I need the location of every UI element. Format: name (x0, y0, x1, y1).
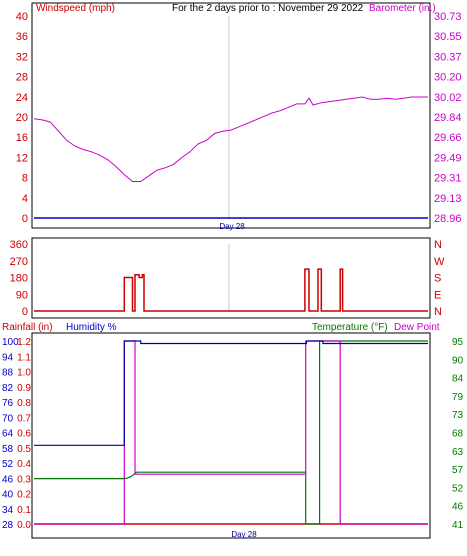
rainfall-tick-label: 0.6 (17, 429, 31, 440)
barometer-line (33, 96, 428, 182)
humidity-tick-label: 76 (2, 398, 14, 409)
humidity-tick-label: 52 (2, 459, 14, 470)
x-axis-label-day: Day 28 (231, 530, 257, 539)
direction-compass-tick-label: N (434, 306, 442, 318)
rainfall-tick-label: 0.2 (17, 490, 31, 501)
direction-compass-tick-label: N (434, 239, 442, 251)
dew-point-axis-label: Dew Point (394, 322, 440, 333)
direction-degree-tick-label: 270 (10, 256, 28, 268)
windspeed-tick-label: 4 (22, 193, 28, 205)
rainfall-tick-label: 1.1 (17, 352, 31, 363)
wind-direction-line (34, 268, 428, 312)
barometer-axis-label: Barometer (in.) (369, 3, 436, 14)
direction-compass-tick-label: W (434, 256, 445, 268)
barometer-tick-label: 29.84 (434, 112, 462, 124)
direction-degree-tick-label: 360 (10, 239, 28, 251)
temperature-tick-label: 63 (452, 447, 464, 458)
rainfall-tick-label: 0.0 (17, 520, 31, 531)
chart-title: For the 2 days prior to : November 29 20… (172, 3, 364, 14)
barometer-tick-labels: 30.73 30.55 30.37 30.20 30.02 29.84 29.66 29.49… (434, 11, 462, 225)
humidity-line (34, 340, 428, 446)
rainfall-tick-label: 0.3 (17, 474, 31, 485)
direction-degree-tick-label: 180 (10, 273, 28, 285)
windspeed-tick-label: 40 (16, 11, 28, 23)
windspeed-tick-label: 32 (16, 51, 28, 63)
x-axis-label-day: Day 28 (219, 222, 245, 231)
temperature-tick-label: 46 (452, 502, 464, 513)
temperature-tick-label: 52 (452, 483, 464, 494)
rainfall-tick-label: 1.2 (17, 337, 31, 348)
barometer-tick-label: 29.49 (434, 152, 462, 164)
windspeed-tick-label: 24 (16, 92, 28, 104)
temperature-tick-labels: 95 90 84 79 73 68 63 57 52 46 41 (452, 337, 464, 531)
temperature-tick-label: 95 (452, 337, 464, 348)
windspeed-tick-label: 8 (22, 173, 28, 185)
humidity-axis-label: Humidity % (66, 322, 117, 333)
barometer-tick-label: 30.73 (434, 11, 462, 23)
humidity-tick-label: 40 (2, 490, 14, 501)
rainfall-tick-label: 1.0 (17, 368, 31, 379)
windspeed-tick-label: 16 (16, 132, 28, 144)
barometer-tick-label: 30.37 (434, 51, 462, 63)
direction-degree-tick-label: 90 (16, 289, 28, 301)
windspeed-tick-label: 28 (16, 72, 28, 84)
humidity-tick-label: 46 (2, 474, 14, 485)
barometer-tick-label: 28.96 (434, 213, 462, 225)
temperature-tick-label: 84 (452, 374, 464, 385)
humidity-tick-label: 64 (2, 429, 14, 440)
direction-compass-tick-label: E (434, 289, 441, 301)
barometer-tick-label: 30.02 (434, 92, 462, 104)
rainfall-tick-labels: 1.2 1.1 1.0 0.9 0.8 0.7 0.6 0.5 0.4 0.3 0.2 0.1 0.0 (17, 337, 31, 531)
barometer-tick-label: 30.55 (434, 31, 462, 43)
temperature-tick-label: 57 (452, 465, 464, 476)
temperature-tick-label: 73 (452, 410, 464, 421)
humidity-tick-label: 88 (2, 368, 14, 379)
barometer-tick-label: 29.66 (434, 132, 462, 144)
humidity-tick-label: 58 (2, 444, 14, 455)
temperature-axis-label: Temperature (°F) (312, 322, 388, 333)
humidity-tick-label: 70 (2, 413, 14, 424)
humidity-tick-label: 28 (2, 520, 14, 531)
direction-degree-tick-label: 0 (22, 306, 28, 318)
windspeed-tick-label: 0 (22, 213, 28, 225)
rain-temp-frame (31, 332, 431, 539)
rainfall-tick-label: 0.9 (17, 383, 31, 394)
windspeed-tick-label: 12 (16, 152, 28, 164)
temperature-tick-label: 90 (452, 355, 464, 366)
humidity-tick-labels: 100 94 88 82 76 70 64 58 52 46 40 34 28 (2, 337, 19, 531)
rain-humidity-temperature-series (34, 340, 428, 525)
humidity-tick-label: 100 (2, 337, 19, 348)
wind-direction-frame (31, 237, 431, 319)
wind-barometer-series (33, 96, 428, 219)
humidity-tick-label: 34 (2, 505, 14, 516)
rainfall-tick-label: 0.1 (17, 505, 31, 516)
windspeed-tick-label: 36 (16, 31, 28, 43)
temperature-tick-label: 79 (452, 392, 464, 403)
humidity-tick-label: 82 (2, 383, 14, 394)
wind-barometer-panel: Windspeed (mph) For the 2 days prior to … (16, 2, 462, 231)
temperature-tick-label: 68 (452, 429, 464, 440)
direction-degree-tick-labels: 360 270 180 90 0 (10, 239, 28, 318)
temperature-tick-label: 41 (452, 520, 464, 531)
rain-humidity-temperature-panel: Rainfall (in) Humidity % Temperature (°F… (2, 322, 464, 539)
rainfall-tick-label: 0.7 (17, 413, 31, 424)
rainfall-axis-label: Rainfall (in) (2, 322, 53, 333)
rainfall-tick-label: 0.4 (17, 459, 31, 470)
temperature-line (34, 340, 428, 525)
barometer-tick-label: 29.31 (434, 173, 462, 185)
windspeed-tick-label: 20 (16, 112, 28, 124)
barometer-tick-label: 30.20 (434, 72, 462, 84)
windspeed-axis-label: Windspeed (mph) (36, 3, 115, 14)
rainfall-tick-label: 0.5 (17, 444, 31, 455)
barometer-tick-label: 29.13 (434, 193, 462, 205)
direction-compass-tick-label: S (434, 273, 441, 285)
wind-direction-series (34, 268, 428, 312)
humidity-tick-label: 94 (2, 352, 14, 363)
wind-barometer-plot-area (34, 5, 428, 218)
rainfall-tick-label: 0.8 (17, 398, 31, 409)
